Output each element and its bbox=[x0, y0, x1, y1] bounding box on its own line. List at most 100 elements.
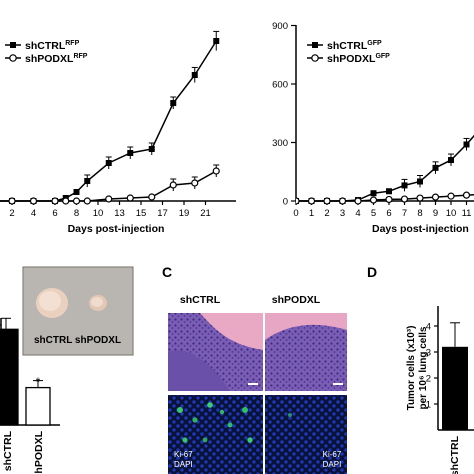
data-point bbox=[386, 188, 392, 195]
panel-a-x-label: Days post-injection bbox=[68, 223, 165, 235]
panel-d-bars bbox=[442, 322, 468, 430]
panel-d-y-ticks: 1 2 3 4 bbox=[426, 322, 438, 411]
data-point bbox=[191, 179, 199, 187]
panel-a-x-ticks: 2 4 6 8 10 13 15 17 19 21 bbox=[9, 201, 211, 219]
x-tick-label: 3 bbox=[340, 208, 345, 219]
y-tick-label: 600 bbox=[272, 80, 288, 91]
legend-square-marker bbox=[10, 42, 16, 48]
x-tick-label: 8 bbox=[74, 208, 79, 219]
x-tick-label: 7 bbox=[402, 208, 407, 219]
data-point bbox=[51, 197, 59, 205]
x-tick-label: 19 bbox=[179, 208, 190, 219]
data-point bbox=[8, 197, 16, 205]
panel-a-chart: 2 4 6 8 10 13 15 17 19 21 Days post-injection shC… bbox=[0, 30, 236, 235]
x-tick-label: 2 bbox=[9, 208, 14, 219]
data-point bbox=[448, 157, 454, 164]
data-point bbox=[369, 196, 378, 204]
he-image-shctrl bbox=[168, 313, 263, 391]
panel-d: D Tumor cells (x10³) per 10⁶ lung cells … bbox=[367, 264, 474, 474]
bar-shpodxl bbox=[25, 386, 51, 426]
data-point bbox=[431, 193, 440, 201]
tumor-bar-significance-star: * bbox=[36, 375, 41, 389]
y-tick-label: 2 bbox=[426, 374, 431, 385]
data-point bbox=[105, 195, 113, 203]
panel-b-x-ticks: 0 1 2 3 4 5 6 7 8 9 10 11 bbox=[293, 201, 471, 219]
panel-b-y-ticks: 0 300 600 900 bbox=[272, 21, 296, 208]
x-tick-label: 8 bbox=[417, 208, 422, 219]
data-point bbox=[84, 178, 91, 184]
legend-square-marker bbox=[312, 42, 318, 48]
x-tick-label: 10 bbox=[93, 208, 104, 219]
if-image-shctrl: Ki-67 DAPI bbox=[168, 395, 263, 474]
if-stain-label-ki67: Ki-67 bbox=[174, 450, 193, 459]
x-tick-label: 15 bbox=[136, 208, 147, 219]
legend-circle-marker bbox=[9, 54, 17, 62]
bar-shctrl bbox=[442, 346, 468, 430]
data-point bbox=[83, 197, 91, 205]
panel-c-col-shctrl: shCTRL bbox=[180, 294, 221, 306]
panel-c-col-shpodxl: shPODXL bbox=[272, 294, 321, 306]
data-point bbox=[417, 178, 423, 185]
x-tick-label: 4 bbox=[355, 208, 360, 219]
x-tick-label: 10 bbox=[446, 208, 457, 219]
data-point bbox=[400, 195, 409, 203]
if-stain-label-dapi: DAPI bbox=[323, 460, 342, 469]
panel-b-legend: shCTRLGFP shPODXLGFP bbox=[307, 40, 390, 65]
data-point bbox=[212, 167, 220, 175]
panel-a-plot bbox=[0, 30, 220, 205]
y-tick-label: 900 bbox=[272, 21, 288, 32]
data-point bbox=[127, 150, 134, 156]
panel-d-letter: D bbox=[367, 264, 377, 280]
data-point bbox=[370, 190, 377, 197]
legend-shctrl-gfp: shCTRLGFP bbox=[327, 40, 382, 52]
x-tick-label: 0 bbox=[293, 208, 298, 219]
panel-tumor-bar-chart: * shCTRL shPODXL shCTRL shPODXL bbox=[0, 266, 134, 474]
y-tick-label: 1 bbox=[426, 400, 431, 411]
x-tick-label: 6 bbox=[52, 208, 57, 219]
data-point bbox=[385, 195, 393, 204]
legend-shctrl-rfp: shCTRLRFP bbox=[25, 40, 80, 52]
x-tick-label: 13 bbox=[114, 208, 125, 219]
x-tick-label: 9 bbox=[433, 208, 438, 219]
bar-shctrl bbox=[0, 328, 19, 426]
tumor-bar-label-shpodxl: shPODXL bbox=[33, 430, 45, 474]
panel-b-plot bbox=[296, 134, 474, 205]
legend-shpodxl-gfp: shPODXLGFP bbox=[327, 53, 390, 65]
data-point bbox=[148, 193, 156, 201]
x-tick-label: 2 bbox=[324, 208, 329, 219]
data-point bbox=[126, 194, 134, 202]
series-line-1 bbox=[296, 193, 474, 202]
data-point bbox=[416, 194, 424, 202]
panel-b-x-label: Days post-injection bbox=[372, 223, 469, 235]
panel-d-y-label-line2: per 10⁶ lung cells bbox=[418, 326, 429, 409]
panel-d-bar-label-shctrl: shCTRL bbox=[449, 435, 461, 474]
x-tick-label: 21 bbox=[200, 208, 211, 219]
if-stain-label-ki67: Ki-67 bbox=[323, 450, 342, 459]
y-tick-label: 3 bbox=[426, 348, 431, 359]
tumor-bars bbox=[0, 317, 51, 426]
data-point bbox=[338, 197, 347, 205]
data-point bbox=[354, 197, 362, 205]
data-point bbox=[296, 197, 300, 205]
legend-shpodxl-rfp: shPODXLRFP bbox=[25, 53, 88, 65]
legend-circle-marker bbox=[311, 54, 319, 62]
data-point bbox=[213, 38, 220, 44]
data-point bbox=[447, 192, 455, 200]
y-tick-label: 0 bbox=[283, 197, 288, 208]
tumor-photo: shCTRL shPODXL bbox=[22, 266, 134, 356]
panel-d-y-label-line1: Tumor cells (x10³) bbox=[406, 326, 417, 411]
data-point bbox=[73, 189, 80, 195]
tumor-bar-label-shctrl: shCTRL bbox=[2, 430, 14, 471]
if-stain-label-dapi: DAPI bbox=[174, 460, 193, 469]
data-point bbox=[307, 197, 316, 205]
x-tick-label: 17 bbox=[157, 208, 168, 219]
panel-a-legend: shCTRLRFP shPODXLRFP bbox=[5, 40, 88, 65]
data-point bbox=[169, 181, 177, 189]
data-point bbox=[191, 72, 198, 78]
x-tick-label: 1 bbox=[309, 208, 314, 219]
tumor-photo-label: shCTRL shPODXL bbox=[34, 335, 121, 346]
x-tick-label: 5 bbox=[371, 208, 376, 219]
x-tick-label: 4 bbox=[31, 208, 36, 219]
data-point bbox=[432, 164, 439, 171]
